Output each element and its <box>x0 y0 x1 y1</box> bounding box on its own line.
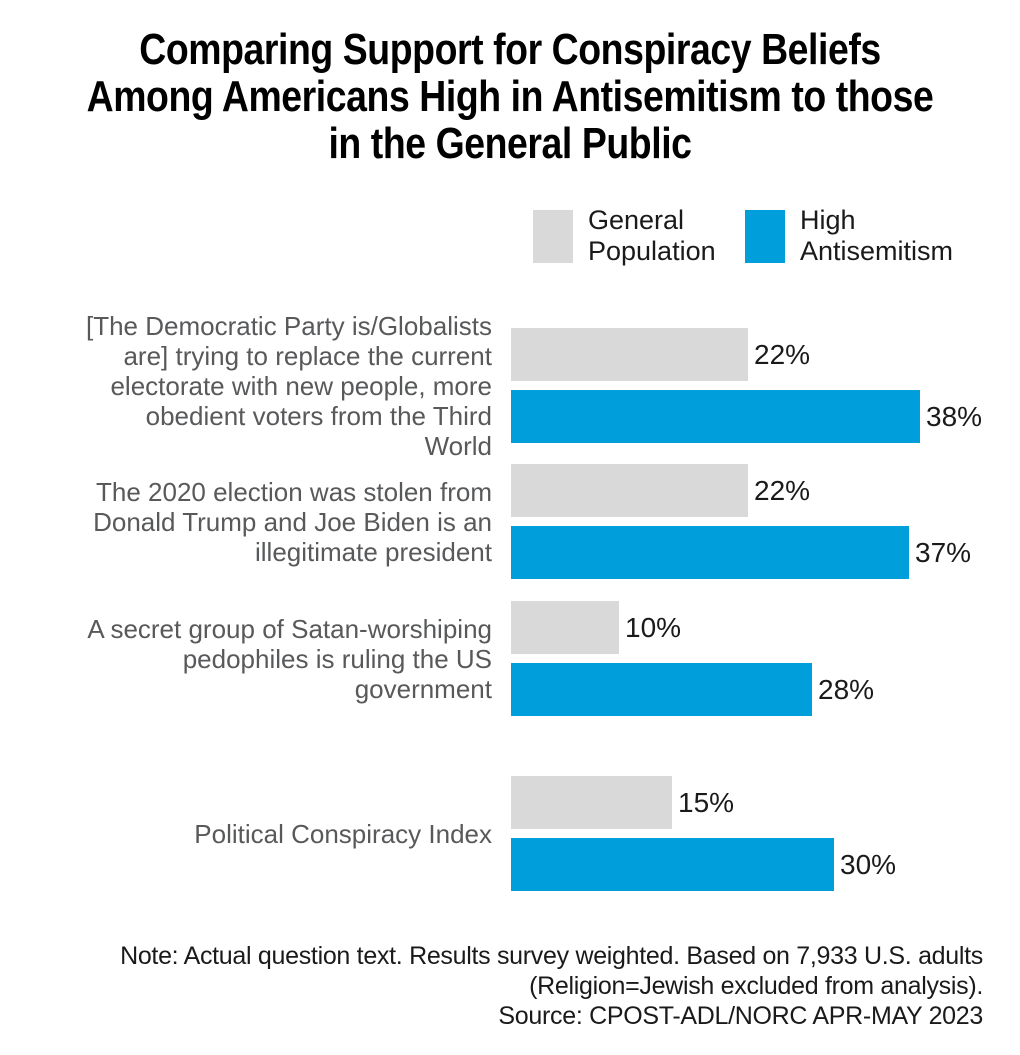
category-label: The 2020 election was stolen from Donald … <box>0 477 492 567</box>
bar-general-population <box>511 464 748 517</box>
legend-label-line: Antisemitism <box>800 236 954 266</box>
category-label-line: The 2020 election was stolen from <box>96 476 492 507</box>
category-label-line: World <box>424 430 492 461</box>
legend-swatch-general-population <box>533 210 573 263</box>
footnote-line: (Religion=Jewish excluded from analysis)… <box>529 972 983 1000</box>
bar-general-population <box>511 776 672 829</box>
legend-label-line: General <box>588 205 685 235</box>
legend-label-general-population: General Population <box>588 205 716 267</box>
category-label-line: Political Conspiracy Index <box>194 818 492 849</box>
footnote-line: Note: Actual question text. Results surv… <box>120 942 983 970</box>
category-label-line: electorate with new people, more <box>110 370 492 401</box>
value-label-high-antisemitism: 37% <box>915 536 972 568</box>
bar-general-population <box>511 601 619 654</box>
category-label: Political Conspiracy Index <box>0 819 492 849</box>
value-label-high-antisemitism: 38% <box>926 400 983 432</box>
chart-title-line: in the General Public <box>328 119 692 168</box>
bar-high-antisemitism <box>511 838 834 891</box>
legend-swatch-high-antisemitism <box>745 210 785 263</box>
chart-title-line: Among Americans High in Antisemitism to … <box>86 72 934 121</box>
legend-label-high-antisemitism: High Antisemitism <box>800 205 953 267</box>
legend-label-line: Population <box>588 236 716 266</box>
category-label-line: [The Democratic Party is/Globalists <box>85 310 492 341</box>
bar-high-antisemitism <box>511 526 909 579</box>
category-label-line: Donald Trump and Joe Biden is an <box>93 506 492 537</box>
category-label-line: A secret group of Satan-worshiping <box>87 613 492 644</box>
category-label: [The Democratic Party is/Globalists are] … <box>0 311 492 461</box>
category-label: A secret group of Satan-worshiping pedoph… <box>0 614 492 704</box>
bar-high-antisemitism <box>511 663 812 716</box>
legend-label-line: High <box>800 205 856 235</box>
value-label-general-population: 10% <box>625 611 682 643</box>
category-label-line: obedient voters from the Third <box>145 400 492 431</box>
chart-footnote: Note: Actual question text. Results surv… <box>23 941 983 1031</box>
category-label-line: government <box>354 673 492 704</box>
bar-high-antisemitism <box>511 390 920 443</box>
value-label-high-antisemitism: 30% <box>840 848 897 880</box>
category-label-line: are] trying to replace the current <box>123 340 492 371</box>
category-label-line: pedophiles is ruling the US <box>182 643 492 674</box>
chart-title-line: Comparing Support for Conspiracy Beliefs <box>139 25 881 74</box>
value-label-general-population: 22% <box>754 338 811 370</box>
category-label-line: illegitimate president <box>254 536 492 567</box>
bar-general-population <box>511 328 748 381</box>
value-label-general-population: 22% <box>754 474 811 506</box>
value-label-general-population: 15% <box>678 786 735 818</box>
value-label-high-antisemitism: 28% <box>818 673 875 705</box>
footnote-line: Source: CPOST-ADL/NORC APR-MAY 2023 <box>498 1002 983 1030</box>
chart-title: Comparing Support for Conspiracy Beliefs… <box>77 26 944 167</box>
